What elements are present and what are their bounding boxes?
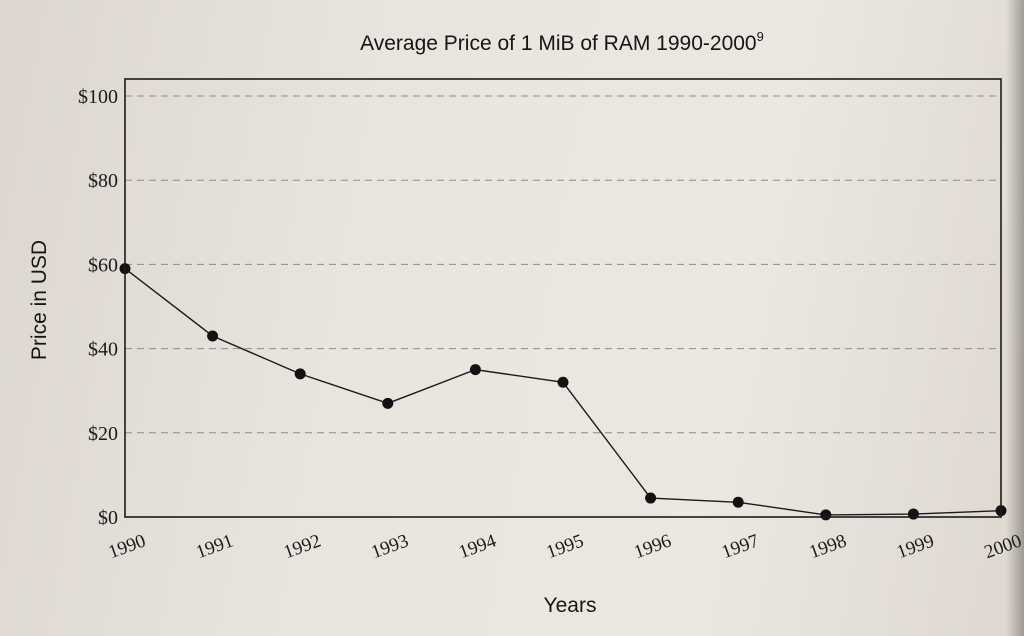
x-tick-label: 1990 bbox=[106, 530, 149, 563]
x-tick-label: 1997 bbox=[719, 530, 762, 563]
page-edge-shadow bbox=[1006, 0, 1024, 636]
chart-title: Average Price of 1 MiB of RAM 1990-20009 bbox=[360, 29, 764, 55]
x-axis-ticks: 1990 1991 1992 1993 1994 1995 1996 1997 1998 1999… bbox=[106, 530, 1024, 563]
x-tick-label: 1991 bbox=[193, 530, 236, 563]
y-tick-label: $80 bbox=[88, 170, 118, 192]
plot-frame bbox=[124, 78, 1002, 518]
y-tick-label: $40 bbox=[88, 339, 118, 361]
data-point-1991 bbox=[207, 330, 219, 342]
x-tick-label: 1992 bbox=[281, 530, 324, 563]
data-point-1995 bbox=[557, 376, 569, 388]
series-line bbox=[124, 268, 1002, 516]
x-tick-label: 1998 bbox=[806, 530, 849, 563]
y-tick-label: $20 bbox=[88, 423, 118, 445]
gridlines bbox=[125, 95, 1001, 434]
x-tick-label: 1995 bbox=[544, 530, 587, 563]
chart-title-text: Average Price of 1 MiB of RAM 1990-2000 bbox=[360, 32, 757, 55]
chart-title-superscript: 9 bbox=[757, 29, 764, 44]
data-point-1992 bbox=[294, 368, 306, 380]
data-point-1993 bbox=[382, 397, 394, 409]
data-point-1999 bbox=[907, 508, 919, 520]
data-point-1997 bbox=[732, 496, 744, 508]
y-tick-label: $60 bbox=[88, 254, 118, 276]
y-tick-label: $100 bbox=[78, 86, 118, 108]
data-point-1994 bbox=[469, 364, 481, 376]
x-axis-title: Years bbox=[544, 594, 597, 617]
x-tick-label: 1994 bbox=[456, 530, 499, 563]
y-axis-ticks: $0 $20 $40 $60 $80 $100 bbox=[78, 86, 118, 529]
x-tick-label: 1993 bbox=[368, 530, 411, 563]
data-point-1998 bbox=[820, 509, 832, 521]
data-point-1996 bbox=[645, 492, 657, 504]
y-axis-title: Price in USD bbox=[28, 240, 51, 360]
x-tick-label: 1996 bbox=[631, 530, 674, 563]
x-tick-label: 1999 bbox=[894, 530, 937, 563]
price-series bbox=[119, 263, 1007, 521]
y-tick-label: $0 bbox=[98, 507, 118, 529]
